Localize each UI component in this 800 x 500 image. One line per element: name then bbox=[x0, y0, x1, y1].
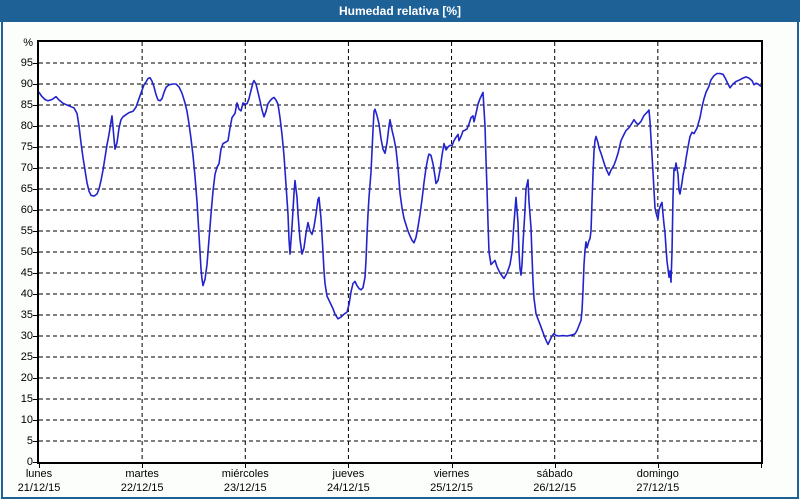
y-tick-label: 95 bbox=[20, 57, 33, 69]
x-tick-mark bbox=[142, 464, 144, 468]
y-tick-mark bbox=[33, 462, 38, 463]
y-tick-mark bbox=[33, 378, 38, 379]
x-day-label: lunes 21/12/15 bbox=[0, 467, 91, 495]
y-tick-label: 10 bbox=[20, 414, 33, 426]
y-tick-mark bbox=[33, 357, 38, 358]
day-date: 27/12/15 bbox=[636, 482, 680, 494]
day-name: lunes bbox=[25, 468, 53, 480]
y-tick-mark bbox=[33, 84, 38, 85]
x-day-label: viernes 25/12/15 bbox=[400, 467, 504, 495]
day-date: 25/12/15 bbox=[430, 482, 473, 494]
y-tick-mark bbox=[33, 168, 38, 169]
x-tick-mark bbox=[760, 464, 762, 468]
y-tick-label: 85 bbox=[20, 99, 33, 111]
x-tick-mark bbox=[451, 464, 453, 468]
x-day-label: sábado 26/12/15 bbox=[503, 467, 607, 495]
y-tick-label: 30 bbox=[20, 330, 33, 342]
y-tick-label: 25 bbox=[20, 351, 33, 363]
x-tick-mark bbox=[39, 464, 40, 468]
day-date: 26/12/15 bbox=[533, 482, 577, 494]
y-tick-mark bbox=[33, 63, 38, 64]
y-tick-mark bbox=[33, 294, 38, 295]
y-tick-mark bbox=[33, 189, 38, 190]
y-tick-label: 75 bbox=[20, 141, 33, 153]
x-tick-mark bbox=[657, 464, 659, 468]
x-tick-mark bbox=[348, 464, 350, 468]
y-tick-label: 45 bbox=[20, 267, 33, 279]
y-axis-unit-label: % bbox=[23, 37, 33, 49]
day-name: jueves bbox=[332, 468, 365, 480]
y-tick-label: 50 bbox=[20, 246, 33, 258]
day-name: miércoles bbox=[221, 468, 269, 480]
y-tick-label: 0 bbox=[26, 456, 33, 468]
y-tick-label: 55 bbox=[20, 225, 33, 237]
y-tick-label: 5 bbox=[26, 435, 33, 447]
y-tick-mark bbox=[33, 315, 38, 316]
day-name: viernes bbox=[433, 468, 470, 480]
day-date: 22/12/15 bbox=[120, 482, 164, 494]
x-day-label: domingo 27/12/15 bbox=[606, 467, 710, 495]
humidity-series-line bbox=[39, 72, 761, 346]
y-tick-mark bbox=[33, 105, 38, 106]
y-tick-mark bbox=[33, 336, 38, 337]
day-date: 23/12/15 bbox=[223, 482, 267, 494]
y-tick-mark bbox=[33, 126, 38, 127]
x-day-label: martes 22/12/15 bbox=[90, 467, 194, 495]
window-title-bar: Humedad relativa [%] bbox=[0, 0, 800, 22]
y-tick-label: 60 bbox=[20, 204, 33, 216]
window-title: Humedad relativa [%] bbox=[338, 4, 462, 18]
y-tick-label: 40 bbox=[20, 288, 33, 300]
y-tick-mark bbox=[33, 210, 38, 211]
y-tick-mark bbox=[33, 231, 38, 232]
x-day-label: miércoles 23/12/15 bbox=[193, 467, 297, 495]
y-tick-mark bbox=[33, 420, 38, 421]
y-tick-mark bbox=[33, 147, 38, 148]
plot-area bbox=[37, 40, 763, 464]
day-date: 24/12/15 bbox=[326, 482, 370, 494]
y-tick-mark bbox=[33, 252, 38, 253]
day-name: martes bbox=[125, 468, 159, 480]
y-tick-label: 15 bbox=[20, 393, 33, 405]
y-tick-label: 80 bbox=[20, 120, 33, 132]
x-day-label: jueves 24/12/15 bbox=[296, 467, 400, 495]
y-tick-label: 70 bbox=[20, 162, 33, 174]
day-name: domingo bbox=[636, 468, 679, 480]
y-tick-label: 65 bbox=[20, 183, 33, 195]
y-tick-label: 35 bbox=[20, 309, 33, 321]
y-tick-label: 20 bbox=[20, 372, 33, 384]
humidity-line-chart bbox=[39, 42, 761, 462]
day-date: 21/12/15 bbox=[17, 482, 61, 494]
x-tick-mark bbox=[554, 464, 556, 468]
x-tick-mark bbox=[245, 464, 247, 468]
day-name: sábado bbox=[536, 468, 573, 480]
y-tick-label: 90 bbox=[20, 78, 33, 90]
y-tick-mark bbox=[33, 441, 38, 442]
y-tick-mark bbox=[33, 399, 38, 400]
y-tick-mark bbox=[33, 273, 38, 274]
